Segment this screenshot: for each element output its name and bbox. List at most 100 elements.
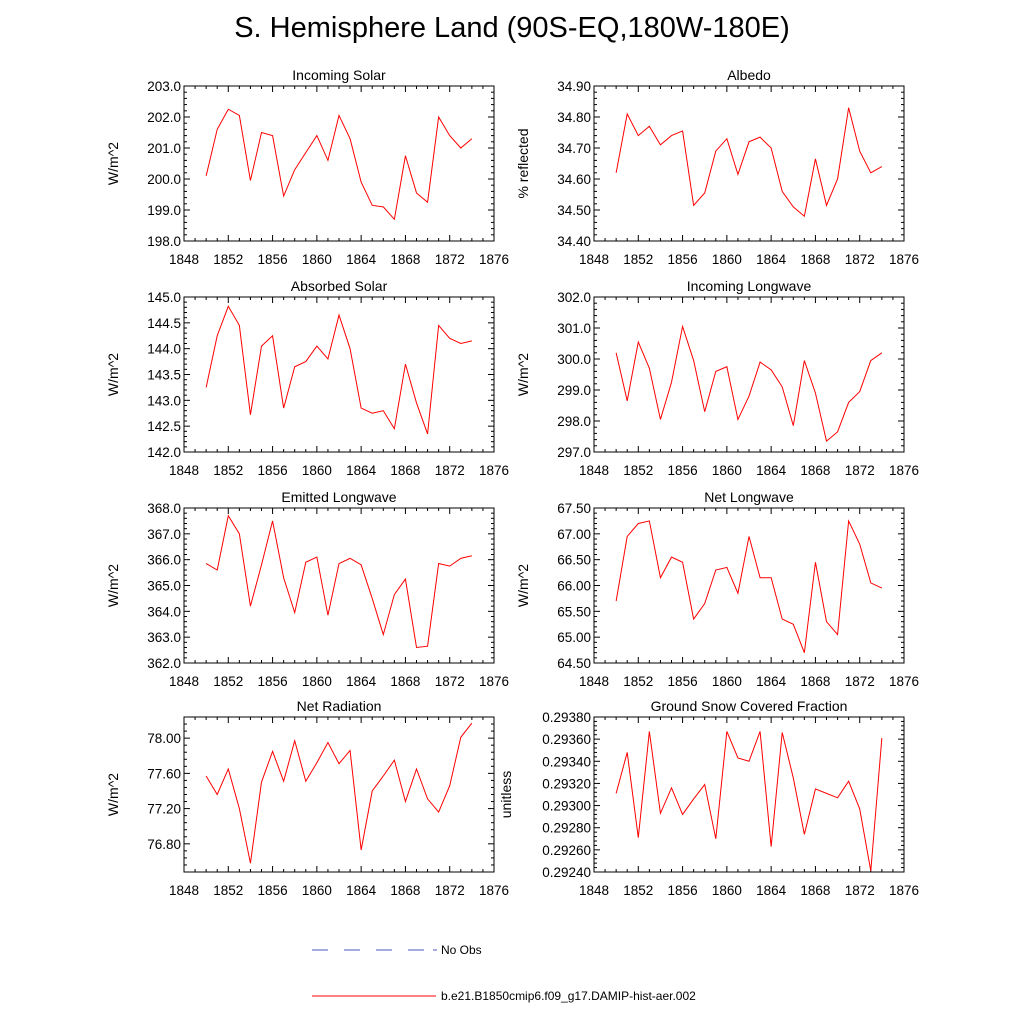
y-tick-label: 202.0 (147, 110, 181, 125)
y-tick-label: 65.00 (557, 630, 591, 645)
x-tick-label: 1876 (479, 883, 509, 898)
y-tick-label: 365.0 (147, 579, 181, 594)
x-tick-label: 1872 (435, 883, 465, 898)
series-line (205, 305, 472, 435)
plot-frame (183, 716, 495, 873)
y-tick-label: 198.0 (147, 234, 181, 249)
x-tick-label: 1872 (845, 463, 875, 478)
x-tick-label: 1864 (346, 463, 377, 478)
x-tick-label: 1860 (712, 883, 742, 898)
series-line (205, 722, 473, 864)
x-tick-label: 1868 (390, 252, 420, 267)
x-tick-label: 1852 (213, 252, 243, 267)
y-tick-label: 34.50 (557, 203, 591, 218)
x-tick-label: 1876 (889, 883, 919, 898)
series-line (615, 519, 883, 653)
y-tick-label: 144.0 (147, 342, 181, 357)
plot-frame (183, 85, 495, 242)
panel-title: Emitted Longwave (281, 489, 396, 505)
y-tick-label: 299.0 (557, 383, 591, 398)
x-tick-label: 1860 (712, 252, 742, 267)
x-tick-label: 1860 (302, 463, 332, 478)
y-tick-label: 199.0 (147, 203, 181, 218)
x-tick-label: 1872 (845, 252, 875, 267)
y-tick-label: 142.0 (147, 445, 181, 460)
y-tick-label: 201.0 (147, 141, 181, 156)
y-tick-label: 34.60 (557, 172, 591, 187)
x-tick-label: 1876 (479, 252, 509, 267)
x-tick-label: 1856 (668, 674, 698, 689)
legend-obs-label: No Obs (441, 943, 482, 957)
x-tick-label: 1860 (712, 674, 742, 689)
panel-title: Albedo (727, 67, 771, 83)
x-tick-label: 1852 (623, 252, 653, 267)
plot-frame (593, 507, 905, 664)
y-tick-label: 34.80 (557, 110, 591, 125)
y-tick-label: 0.29260 (542, 843, 591, 858)
panel-4: Emitted Longwave 1848 1852 1856 1860 1864 1868… (105, 489, 509, 689)
panel-title: Incoming Solar (292, 67, 386, 83)
y-tick-label: 144.5 (147, 316, 181, 331)
y-axis-label: W/m^2 (105, 142, 121, 185)
y-tick-label: 363.0 (147, 630, 181, 645)
legend: No Obs b.e21.B1850cmip6.f09_g17.DAMIP-his… (312, 943, 696, 1003)
x-tick-label: 1856 (258, 463, 288, 478)
y-tick-label: 67.00 (557, 527, 591, 542)
x-tick-label: 1852 (213, 463, 243, 478)
y-tick-label: 76.80 (147, 837, 181, 852)
panel-0: Incoming Solar 1848 1852 1856 1860 1864 1868 18… (105, 67, 509, 267)
x-tick-label: 1852 (213, 674, 243, 689)
y-tick-label: 66.00 (557, 579, 591, 594)
x-tick-label: 1848 (579, 252, 609, 267)
plot-frame (183, 507, 495, 664)
series-line (615, 731, 883, 871)
x-tick-label: 1852 (213, 883, 243, 898)
y-tick-label: 364.0 (147, 604, 181, 619)
y-tick-label: 143.5 (147, 368, 181, 383)
x-tick-label: 1860 (712, 463, 742, 478)
y-tick-label: 34.90 (557, 79, 591, 94)
x-tick-label: 1856 (668, 252, 698, 267)
y-tick-label: 145.0 (147, 290, 181, 305)
y-tick-label: 67.50 (557, 501, 591, 516)
x-tick-label: 1848 (169, 883, 199, 898)
panel-title: Ground Snow Covered Fraction (651, 698, 848, 714)
x-tick-label: 1848 (169, 674, 199, 689)
x-tick-label: 1876 (889, 674, 919, 689)
x-tick-label: 1848 (169, 463, 199, 478)
y-tick-label: 368.0 (147, 501, 181, 516)
y-tick-label: 65.50 (557, 604, 591, 619)
x-tick-label: 1876 (479, 463, 509, 478)
x-tick-label: 1848 (579, 463, 609, 478)
y-tick-label: 0.29380 (542, 710, 591, 725)
y-tick-label: 297.0 (557, 445, 591, 460)
y-tick-label: 78.00 (147, 731, 181, 746)
x-tick-label: 1864 (756, 883, 787, 898)
x-tick-label: 1876 (889, 463, 919, 478)
x-tick-label: 1864 (346, 883, 377, 898)
x-tick-label: 1872 (435, 674, 465, 689)
panel-title: Incoming Longwave (687, 278, 812, 294)
panel-1: Albedo 1848 1852 1856 1860 1864 1868 1872 1876 34… (515, 67, 919, 267)
x-tick-label: 1852 (623, 883, 653, 898)
x-tick-label: 1848 (169, 252, 199, 267)
y-tick-label: 0.29300 (542, 799, 591, 814)
panel-title: Net Longwave (704, 489, 794, 505)
x-tick-label: 1868 (800, 883, 830, 898)
x-tick-label: 1868 (800, 674, 830, 689)
x-tick-label: 1864 (346, 674, 377, 689)
x-tick-label: 1856 (258, 674, 288, 689)
x-tick-label: 1860 (302, 674, 332, 689)
series-line (205, 514, 472, 649)
x-tick-label: 1852 (623, 674, 653, 689)
plot-frame (593, 716, 905, 873)
panel-5: Net Longwave 1848 1852 1856 1860 1864 1868 1872… (515, 489, 919, 689)
y-tick-label: 66.50 (557, 553, 591, 568)
x-tick-label: 1856 (258, 883, 288, 898)
y-tick-label: 301.0 (557, 321, 591, 336)
panel-3: Incoming Longwave 1848 1852 1856 1860 1864 186… (515, 278, 919, 478)
page-title: S. Hemisphere Land (90S-EQ,180W-180E) (234, 12, 790, 44)
x-tick-label: 1852 (623, 463, 653, 478)
plot-frame (593, 296, 905, 453)
